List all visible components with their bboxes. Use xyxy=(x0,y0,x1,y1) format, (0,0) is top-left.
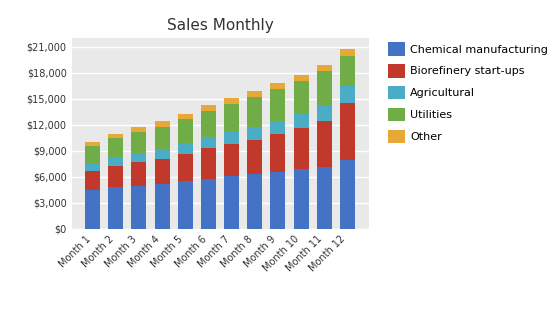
Bar xyxy=(271,135,285,172)
Bar xyxy=(317,121,332,167)
Bar xyxy=(224,104,239,132)
Bar xyxy=(340,103,355,160)
Bar xyxy=(294,75,309,81)
Title: Sales Monthly: Sales Monthly xyxy=(167,18,273,33)
Bar xyxy=(340,86,355,103)
Bar xyxy=(317,65,332,71)
Bar xyxy=(131,127,146,132)
Bar xyxy=(131,186,146,229)
Bar xyxy=(248,140,262,174)
Bar xyxy=(85,142,100,146)
Bar xyxy=(131,162,146,186)
Bar xyxy=(178,181,192,229)
Bar xyxy=(155,121,169,127)
Bar xyxy=(271,89,285,121)
Bar xyxy=(340,56,355,86)
Bar xyxy=(271,83,285,89)
Bar xyxy=(131,132,146,153)
Bar xyxy=(108,157,123,166)
Bar xyxy=(340,160,355,229)
Bar xyxy=(294,128,309,169)
Bar xyxy=(201,111,216,137)
Bar xyxy=(155,184,169,229)
Bar xyxy=(294,169,309,229)
Bar xyxy=(155,159,169,184)
Bar xyxy=(178,143,192,154)
Bar xyxy=(85,171,100,190)
Bar xyxy=(85,146,100,163)
Bar xyxy=(224,98,239,104)
Bar xyxy=(201,179,216,229)
Bar xyxy=(85,163,100,171)
Bar xyxy=(294,81,309,114)
Bar xyxy=(224,176,239,229)
Bar xyxy=(85,190,100,229)
Bar xyxy=(248,174,262,229)
Bar xyxy=(248,127,262,140)
Bar xyxy=(201,148,216,179)
Bar xyxy=(178,114,192,119)
Bar xyxy=(108,187,123,229)
Bar xyxy=(248,97,262,127)
Bar xyxy=(155,149,169,159)
Bar xyxy=(108,134,123,138)
Bar xyxy=(178,119,192,143)
Bar xyxy=(271,172,285,229)
Bar xyxy=(108,166,123,187)
Bar xyxy=(340,49,355,56)
Bar xyxy=(178,154,192,181)
Bar xyxy=(155,127,169,149)
Bar xyxy=(317,71,332,106)
Bar xyxy=(317,167,332,229)
Bar xyxy=(224,132,239,144)
Legend: Chemical manufacturing, Biorefinery start-ups, Agricultural, Utilities, Other: Chemical manufacturing, Biorefinery star… xyxy=(386,40,550,145)
Bar xyxy=(131,153,146,162)
Bar xyxy=(271,121,285,135)
Bar xyxy=(224,144,239,176)
Bar xyxy=(201,105,216,111)
Bar xyxy=(248,91,262,97)
Bar xyxy=(108,138,123,157)
Bar xyxy=(317,106,332,121)
Bar xyxy=(201,137,216,148)
Bar xyxy=(294,114,309,128)
